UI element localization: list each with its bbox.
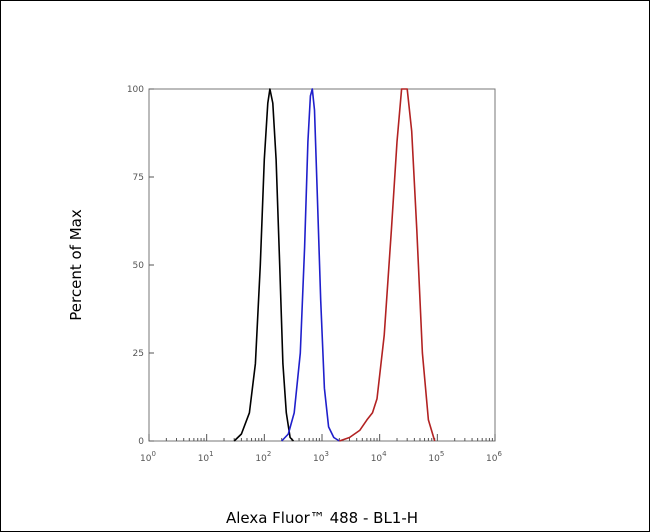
x-tick-labels: 100 101 102 103 104 105 106 bbox=[140, 450, 502, 464]
x-axis-title: Alexa Fluor™ 488 - BL1-H bbox=[226, 509, 418, 527]
y-tick-label: 0 bbox=[138, 437, 144, 447]
x-tick-label: 103 bbox=[313, 450, 329, 464]
histogram-series-line-3 bbox=[339, 88, 436, 442]
y-axis-title: Percent of Max bbox=[67, 209, 85, 321]
histogram-series bbox=[233, 88, 436, 442]
y-tick-labels: 0 25 50 75 100 bbox=[127, 85, 144, 447]
x-tick-label: 100 bbox=[140, 450, 156, 464]
y-tick-label: 50 bbox=[133, 261, 145, 271]
y-tick-label: 25 bbox=[133, 349, 144, 359]
plot-area bbox=[148, 88, 496, 442]
x-major-ticks bbox=[148, 434, 496, 441]
y-tick-label: 75 bbox=[133, 173, 144, 183]
y-ticks bbox=[149, 88, 154, 442]
y-tick-label: 100 bbox=[127, 85, 144, 95]
x-tick-label: 106 bbox=[486, 450, 502, 464]
x-tick-label: 101 bbox=[198, 450, 214, 464]
histogram-series-line-1 bbox=[233, 88, 295, 442]
x-tick-label: 102 bbox=[255, 450, 271, 464]
histogram-series-line-2 bbox=[281, 88, 340, 442]
x-minor-ticks bbox=[165, 438, 493, 441]
x-tick-label: 104 bbox=[371, 450, 387, 464]
x-tick-label: 105 bbox=[428, 450, 444, 464]
